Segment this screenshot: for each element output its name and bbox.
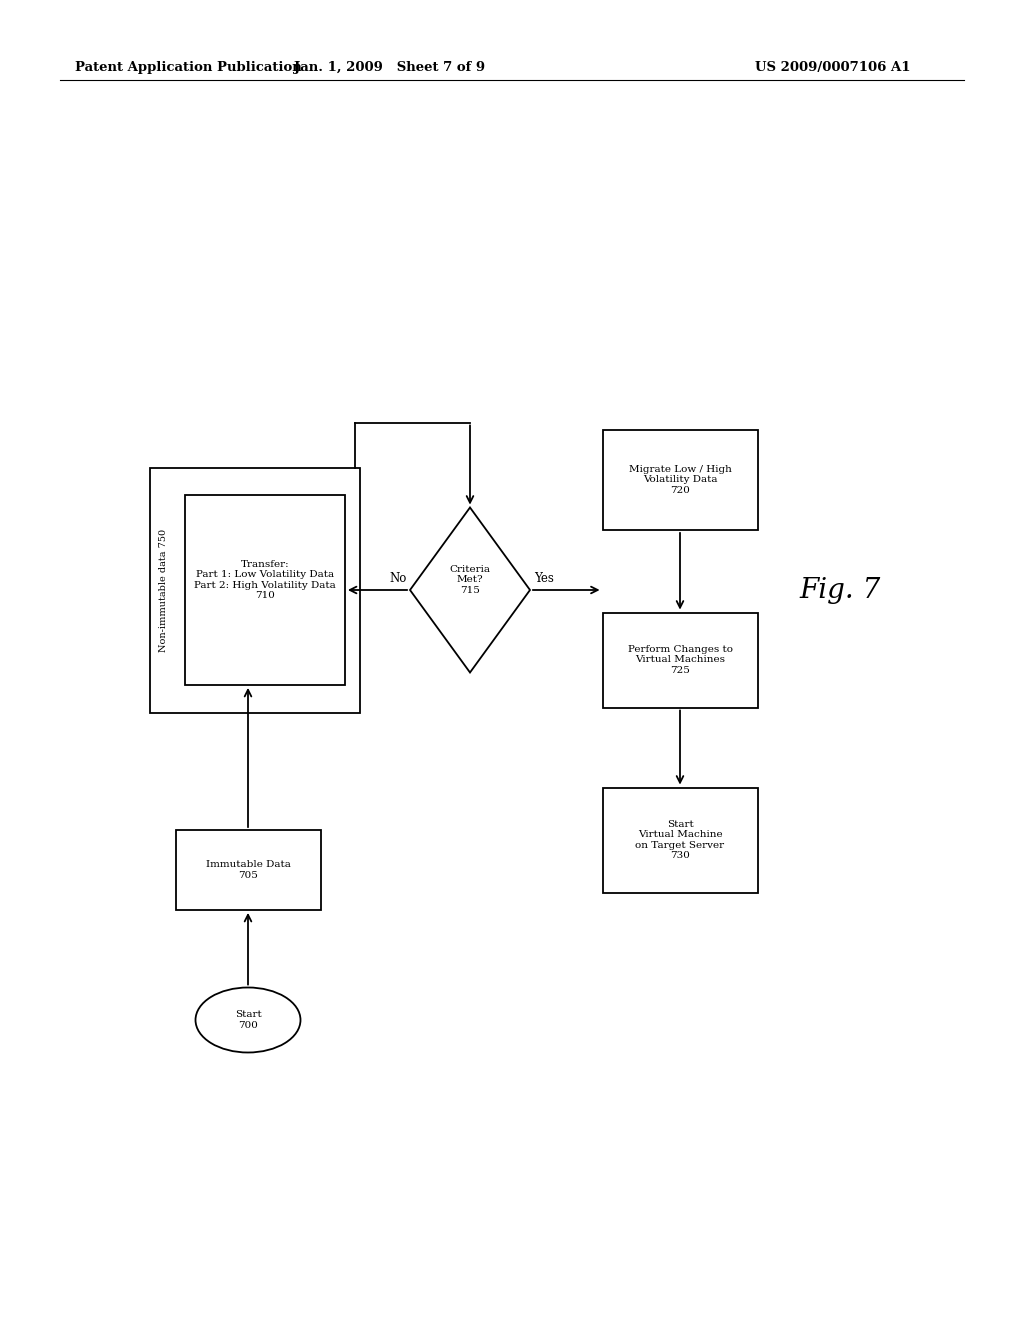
Text: Fig. 7: Fig. 7: [800, 577, 881, 603]
Text: Patent Application Publication: Patent Application Publication: [75, 62, 302, 74]
Text: Start
Virtual Machine
on Target Server
730: Start Virtual Machine on Target Server 7…: [636, 820, 725, 861]
Text: Yes: Yes: [535, 572, 554, 585]
Text: Perform Changes to
Virtual Machines
725: Perform Changes to Virtual Machines 725: [628, 645, 732, 675]
Polygon shape: [410, 507, 530, 672]
Bar: [602, 788, 758, 892]
Text: Non-immutable data 750: Non-immutable data 750: [159, 528, 168, 652]
Text: US 2009/0007106 A1: US 2009/0007106 A1: [755, 62, 910, 74]
Text: Criteria
Met?
715: Criteria Met? 715: [450, 565, 490, 595]
Text: Transfer:
Part 1: Low Volatility Data
Part 2: High Volatility Data
710: Transfer: Part 1: Low Volatility Data Pa…: [195, 560, 336, 601]
Text: Migrate Low / High
Volatility Data
720: Migrate Low / High Volatility Data 720: [629, 465, 731, 495]
Ellipse shape: [196, 987, 300, 1052]
Bar: [602, 612, 758, 708]
Text: Jan. 1, 2009   Sheet 7 of 9: Jan. 1, 2009 Sheet 7 of 9: [295, 62, 485, 74]
Text: Immutable Data
705: Immutable Data 705: [206, 861, 291, 879]
Bar: [175, 830, 321, 909]
Text: Start
700: Start 700: [234, 1010, 261, 1030]
Bar: [185, 495, 345, 685]
Text: No: No: [389, 572, 407, 585]
Bar: [602, 430, 758, 531]
Bar: [150, 467, 360, 713]
